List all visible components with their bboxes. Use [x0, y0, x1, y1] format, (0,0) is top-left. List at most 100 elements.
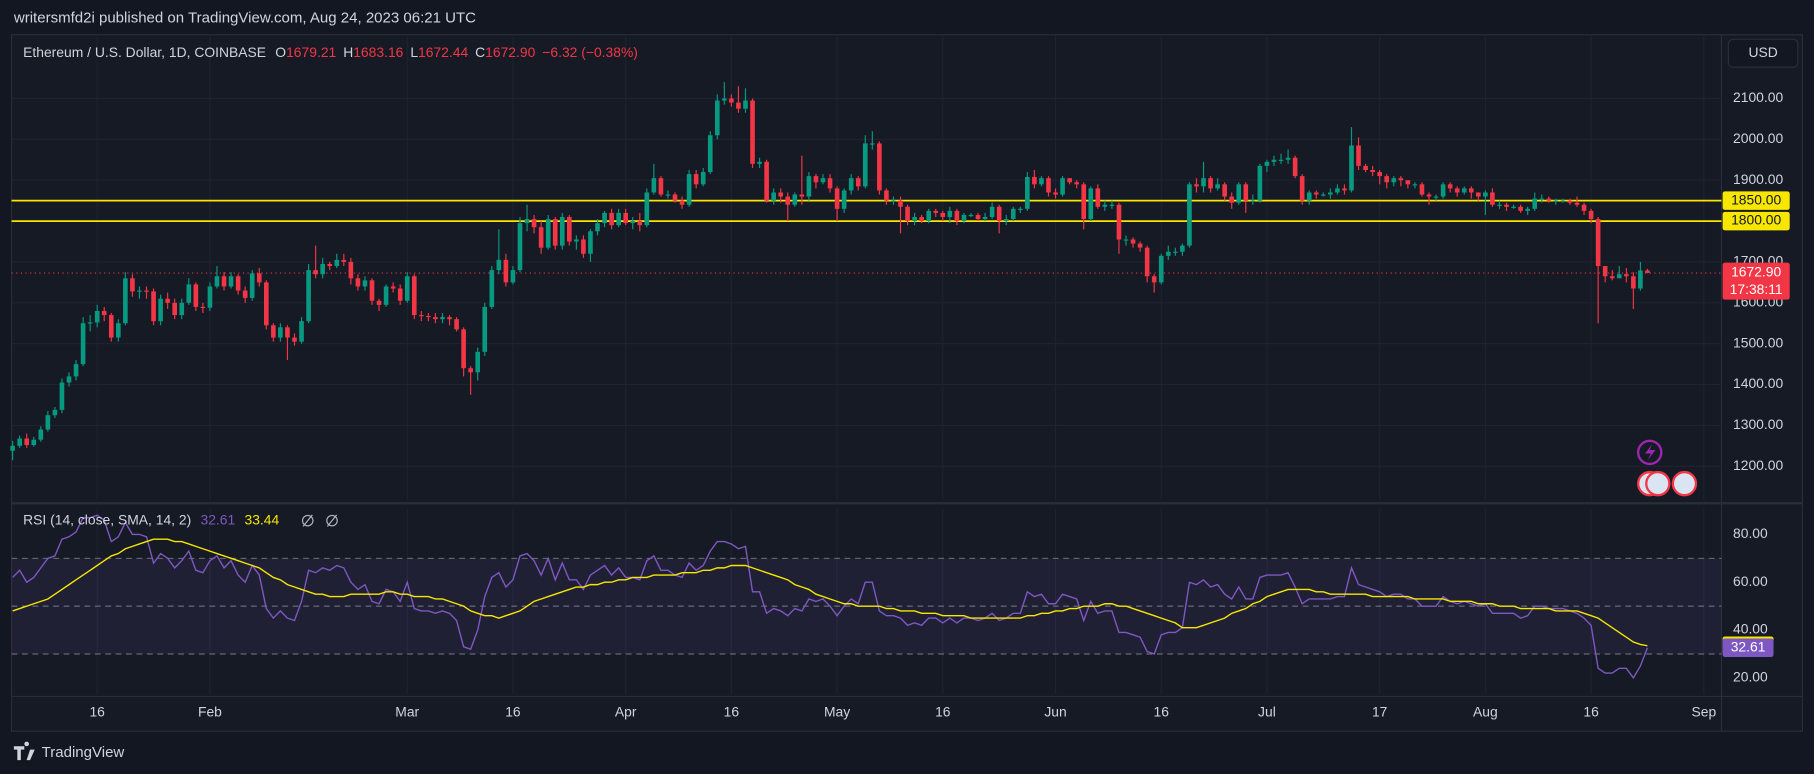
rsi-title: RSI (14, close, SMA, 14, 2) [23, 511, 191, 527]
candle-body [1455, 188, 1460, 192]
flag-icon[interactable] [1646, 472, 1669, 495]
candle-body [1370, 170, 1375, 172]
candle-body [940, 213, 945, 217]
x-tick-label: 16 [724, 703, 740, 719]
candle-body [236, 276, 241, 290]
candle-body [1187, 184, 1192, 245]
y-tick-label: 1200.00 [1733, 457, 1783, 473]
candle-body [74, 364, 79, 376]
candle-body [1525, 209, 1530, 211]
candle-body [1173, 252, 1178, 253]
candle-body [1610, 276, 1615, 278]
candle-body [1110, 205, 1115, 206]
candle-body [229, 276, 234, 286]
candle-body [1342, 188, 1347, 190]
candle-body [222, 276, 227, 286]
candle-body [1251, 201, 1256, 202]
candle-body [447, 317, 452, 319]
candle-body [1053, 192, 1058, 194]
candle-body [81, 323, 86, 364]
x-tick-label: Apr [615, 703, 637, 719]
rsi-tick-label: 80.00 [1733, 525, 1768, 541]
candle-body [454, 319, 459, 329]
currency-label[interactable]: USD [1748, 44, 1777, 60]
candle-body [38, 430, 43, 440]
candle-body [46, 415, 51, 429]
candle-body [398, 289, 403, 301]
x-tick-label: Jul [1258, 703, 1276, 719]
candle-body [1399, 178, 1404, 180]
y-tick-label: 1400.00 [1733, 375, 1783, 391]
candle-body [1229, 197, 1234, 203]
candle-body [1124, 239, 1129, 240]
symbol-title: Ethereum / U.S. Dollar, 1D, COINBASE [23, 44, 266, 60]
candle-body [1504, 205, 1509, 207]
candle-body [1131, 239, 1136, 243]
candle-body [116, 323, 121, 337]
candle-body [405, 276, 410, 301]
candle-body [504, 260, 509, 282]
candle-body [743, 101, 748, 109]
footer-brand: TradingView [42, 744, 125, 761]
candle-body [948, 211, 953, 217]
candle-body [553, 219, 558, 246]
candle-body [1568, 201, 1573, 203]
candle-body [475, 352, 480, 372]
candle-body [1060, 178, 1065, 194]
flag-icon[interactable] [1673, 472, 1696, 495]
candle-body [1335, 188, 1340, 192]
ohlc-value: 1679.21 [286, 44, 336, 60]
candle-body [95, 311, 100, 322]
candle-body [673, 195, 678, 201]
candle-body [497, 260, 502, 270]
candle-body [186, 284, 191, 302]
candle-body [1427, 195, 1432, 197]
candle-body [511, 270, 516, 282]
ohlc-letter: H [343, 44, 353, 60]
candle-body [1208, 178, 1213, 188]
candle-body [1406, 180, 1411, 184]
candle-body [327, 264, 332, 266]
candle-body [67, 376, 72, 382]
candle-body [539, 227, 544, 247]
candle-body [630, 221, 635, 223]
x-tick-label: 16 [89, 703, 105, 719]
ohlc-value: 1672.90 [485, 44, 535, 60]
candle-body [278, 327, 283, 337]
candle-body [807, 176, 812, 196]
y-tick-label: 1900.00 [1733, 171, 1783, 187]
candle-body [1039, 178, 1044, 184]
x-tick-label: 16 [1583, 703, 1599, 719]
candle-body [1349, 145, 1354, 190]
candle-body [1589, 211, 1594, 219]
candle-body [701, 172, 706, 184]
candle-body [1243, 184, 1248, 200]
candle-body [518, 223, 523, 270]
countdown-label: 17:38:11 [1730, 281, 1783, 297]
publish-header: writersmfd2i published on TradingView.co… [13, 10, 476, 27]
candle-body [482, 307, 487, 352]
y-tick-label: 2100.00 [1733, 89, 1783, 105]
candle-body [1413, 184, 1418, 185]
candle-body [729, 98, 734, 102]
candle-body [1596, 219, 1601, 266]
candle-body [1166, 252, 1171, 256]
candle-body [1081, 184, 1086, 219]
candle-body [257, 273, 262, 282]
y-tick-label: 2000.00 [1733, 130, 1783, 146]
candle-body [489, 270, 494, 307]
candle-body [391, 286, 396, 288]
candle-body [969, 215, 974, 216]
candle-body [567, 217, 572, 242]
candle-body [1201, 178, 1206, 186]
candle-body [334, 260, 339, 266]
candle-body [1046, 178, 1051, 192]
candle-body [1631, 276, 1636, 288]
candle-body [1539, 199, 1544, 200]
candle-body [757, 162, 762, 164]
candle-body [1314, 192, 1319, 194]
candle-body [581, 239, 586, 253]
candle-body [151, 291, 156, 321]
candle-body [342, 260, 347, 262]
candle-body [179, 303, 184, 315]
